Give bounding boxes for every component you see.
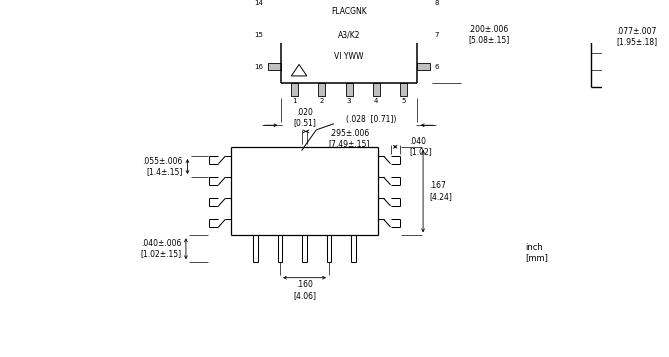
Text: 8: 8 — [435, 0, 440, 6]
Text: 5: 5 — [401, 98, 405, 104]
Text: inch
[mm]: inch [mm] — [525, 242, 549, 262]
Text: .295±.006
[7.49±.15]: .295±.006 [7.49±.15] — [328, 129, 370, 148]
Bar — [346, 83, 353, 96]
Text: 1: 1 — [292, 98, 297, 104]
Bar — [268, 0, 281, 6]
Bar — [318, 83, 325, 96]
Bar — [268, 31, 281, 38]
Text: 16: 16 — [254, 64, 264, 70]
Bar — [417, 31, 430, 38]
Text: .200±.006
[5.08±.15]: .200±.006 [5.08±.15] — [468, 25, 509, 45]
Text: .077±.007
[1.95±.18]: .077±.007 [1.95±.18] — [616, 27, 657, 46]
Bar — [400, 83, 407, 96]
Text: 4: 4 — [374, 98, 379, 104]
Text: .055±.006
[1.4±.15]: .055±.006 [1.4±.15] — [142, 157, 183, 176]
Text: 7: 7 — [435, 32, 440, 38]
Bar — [417, 0, 430, 6]
Text: .020
[0.51]: .020 [0.51] — [293, 108, 316, 127]
Text: FLACGNK: FLACGNK — [331, 7, 367, 16]
Text: .167
[4.24]: .167 [4.24] — [429, 181, 452, 201]
Text: (.028  [0.71]): (.028 [0.71]) — [346, 115, 396, 124]
Text: 15: 15 — [254, 32, 264, 38]
Text: 3: 3 — [347, 98, 351, 104]
Bar — [417, 64, 430, 70]
Bar — [291, 83, 298, 96]
Text: 14: 14 — [254, 0, 264, 6]
Text: .160
[4.06]: .160 [4.06] — [293, 280, 316, 300]
Text: .040
[1.02]: .040 [1.02] — [409, 137, 432, 156]
Bar — [373, 83, 380, 96]
Text: VI YWW: VI YWW — [334, 52, 364, 61]
Text: 6: 6 — [435, 64, 440, 70]
Bar — [268, 64, 281, 70]
Text: 2: 2 — [320, 98, 324, 104]
Text: .040±.006
[1.02±.15]: .040±.006 [1.02±.15] — [140, 239, 181, 258]
Text: A3/K2: A3/K2 — [338, 30, 361, 39]
